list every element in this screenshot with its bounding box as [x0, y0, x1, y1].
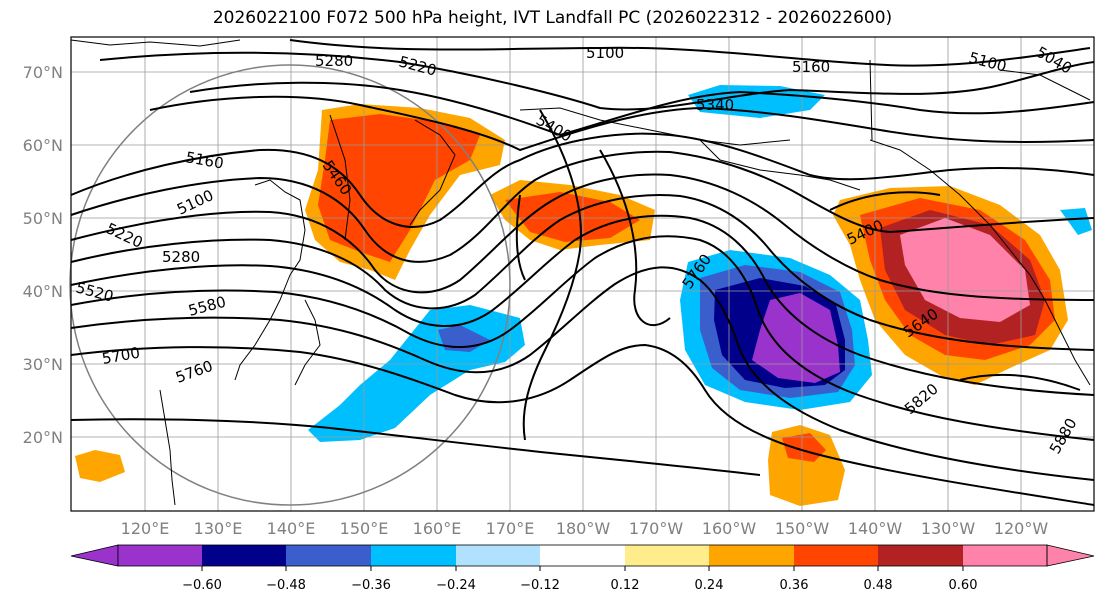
- ivt-positive-region: [505, 192, 640, 242]
- ivt-positive-region: [75, 450, 125, 482]
- contour-label: 5160: [792, 58, 830, 76]
- lat-tick-label: 70°N: [23, 63, 63, 82]
- map-title: 2026022100 F072 500 hPa height, IVT Land…: [212, 8, 893, 28]
- colorbar-swatch: [202, 545, 286, 566]
- colorbar-tick-label: 0.48: [864, 578, 893, 593]
- ivt-positive-region: [318, 114, 480, 262]
- ivt-negative-region: [752, 293, 840, 383]
- colorbar-tick-label: −0.36: [351, 578, 391, 593]
- map-panel: 5280 5220 5100 5160 5100 5040 5340 5400 …: [69, 36, 1095, 512]
- ivt-shading: [75, 85, 1092, 506]
- colorbar-tick-label: −0.24: [436, 578, 476, 593]
- contour-label: 5340: [696, 96, 734, 114]
- ivt-negative-region: [1060, 208, 1092, 235]
- contour-label: 5280: [162, 248, 200, 266]
- height-contours: [70, 39, 1095, 506]
- lon-tick-label: 140°E: [267, 519, 316, 538]
- lon-tick-label: 140°W: [848, 519, 903, 538]
- colorbar-tick-label: 0.60: [949, 578, 978, 593]
- lat-tick-label: 30°N: [23, 355, 63, 374]
- lon-tick-label: 160°W: [702, 519, 757, 538]
- colorbar-swatch: [963, 545, 1047, 566]
- latitude-labels: 70°N 60°N 50°N 40°N 30°N 20°N: [23, 63, 63, 447]
- contour-label: 5100: [586, 44, 624, 62]
- lon-tick-label: 130°E: [194, 519, 243, 538]
- lat-tick-label: 20°N: [23, 428, 63, 447]
- lon-tick-label: 170°E: [486, 519, 535, 538]
- colorbar-tick-label: 0.24: [695, 578, 724, 593]
- colorbar-tick-label: −0.12: [520, 578, 560, 593]
- lon-tick-label: 120°W: [994, 519, 1049, 538]
- colorbar-swatch: [286, 545, 371, 566]
- lon-tick-label: 150°E: [340, 519, 389, 538]
- lon-tick-label: 170°W: [629, 519, 684, 538]
- colorbar-swatch: [878, 545, 963, 566]
- colorbar-tick-label: 0.36: [780, 578, 809, 593]
- colorbar-swatch: [794, 545, 878, 566]
- colorbar-swatch: [625, 545, 709, 566]
- colorbar-swatch: [456, 545, 540, 566]
- colorbar-swatch: [709, 545, 794, 566]
- range-circle: [69, 64, 511, 506]
- colorbar-extend-low: [70, 544, 119, 567]
- lat-tick-label: 40°N: [23, 282, 63, 301]
- colorbar-tick-label: −0.48: [266, 578, 306, 593]
- lon-tick-label: 130°W: [921, 519, 976, 538]
- lat-tick-label: 60°N: [23, 136, 63, 155]
- lon-tick-label: 180°W: [556, 519, 611, 538]
- contour-label: 5280: [315, 52, 353, 70]
- colorbar-extend-high: [1046, 544, 1095, 567]
- colorbar-tick-label: 0.12: [611, 578, 640, 593]
- lon-tick-label: 150°W: [775, 519, 830, 538]
- colorbar-swatch: [118, 545, 202, 566]
- colorbar-swatch: [371, 545, 456, 566]
- ivt-positive-region: [900, 218, 1030, 322]
- lat-tick-label: 50°N: [23, 209, 63, 228]
- colorbar-tick-label: −0.60: [182, 578, 222, 593]
- colorbar-swatch: [540, 545, 625, 566]
- lon-tick-label: 160°E: [413, 519, 462, 538]
- colorbar: −0.60 −0.48 −0.36 −0.24 −0.12 0.12 0.24 …: [70, 544, 1095, 593]
- lon-tick-label: 120°E: [121, 519, 170, 538]
- longitude-labels: 120°E 130°E 140°E 150°E 160°E 170°E 180°…: [121, 519, 1049, 538]
